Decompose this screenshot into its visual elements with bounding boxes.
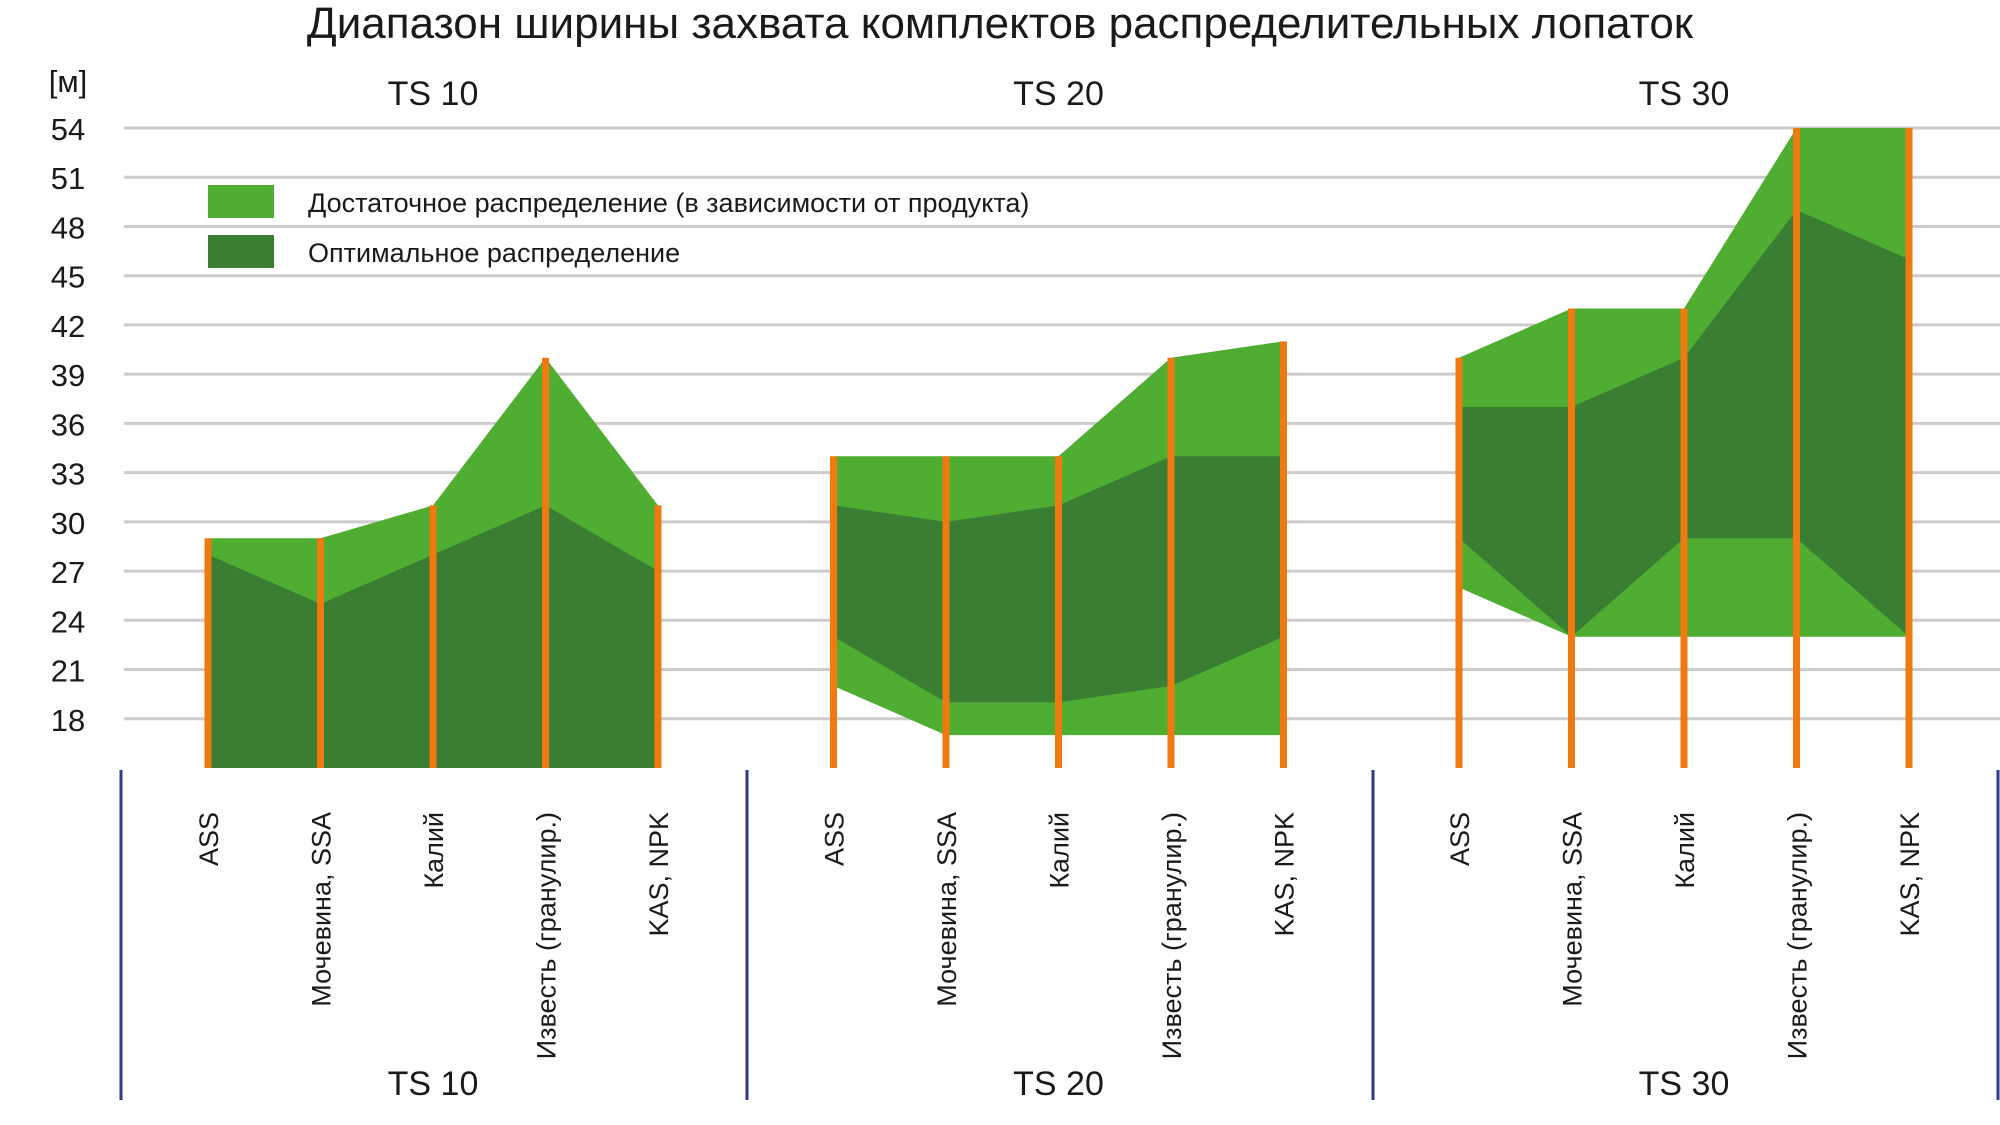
category-labels: ASS Мочевина, SSA Калий Известь (гранулир.)… [119, 75, 2000, 1103]
y-ticks: 18 21 24 27 30 33 36 39 42 45 48 51 54 [51, 112, 85, 738]
category-label-group-2-cat-1: ASS [820, 812, 850, 866]
category-label-group-1-cat-3: Калий [419, 812, 449, 889]
category-label-group-1-cat-1: ASS [194, 812, 224, 866]
y-tick-label-27: 27 [51, 555, 85, 590]
category-label-group-2-cat-4: Известь (гранулир.) [1157, 812, 1187, 1059]
category-label-group-1-cat-4: Известь (гранулир.) [532, 812, 562, 1059]
legend-label-2: Оптимальное распределение [308, 238, 680, 268]
y-tick-label-30: 30 [51, 506, 85, 541]
category-label-group-3-cat-1: ASS [1445, 812, 1475, 866]
category-label-group-3-cat-5: KAS, NPK [1895, 812, 1925, 937]
y-tick-label-45: 45 [51, 260, 85, 295]
y-tick-label-42: 42 [51, 309, 85, 344]
y-tick-label-54: 54 [51, 112, 85, 147]
y-tick-label-51: 51 [51, 161, 85, 196]
legend-swatch-2 [208, 235, 274, 268]
group-title-bottom-3: TS 30 [1639, 1065, 1730, 1103]
legend-label-1: Достаточное распределение (в зависимости… [308, 188, 1029, 218]
legend: Достаточное распределение (в зависимости… [208, 185, 1029, 268]
y-tick-label-36: 36 [51, 407, 85, 442]
category-label-group-3-cat-4: Известь (гранулир.) [1783, 812, 1813, 1059]
category-label-group-1-cat-2: Мочевина, SSA [307, 812, 337, 1007]
y-tick-label-39: 39 [51, 358, 85, 393]
y-tick-label-33: 33 [51, 457, 85, 492]
category-label-group-3-cat-3: Калий [1670, 812, 1700, 889]
chart-title: Диапазон ширины захвата комплектов распр… [307, 0, 1694, 48]
legend-swatch-1 [208, 185, 274, 218]
category-label-group-1-cat-5: KAS, NPK [644, 812, 674, 937]
category-label-group-2-cat-3: Калий [1045, 812, 1075, 889]
group-title-top-3: TS 30 [1639, 75, 1730, 113]
category-label-group-2-cat-2: Мочевина, SSA [932, 812, 962, 1007]
category-label-group-2-cat-5: KAS, NPK [1270, 812, 1300, 937]
group-title-bottom-1: TS 10 [388, 1065, 479, 1103]
group-title-bottom-2: TS 20 [1013, 1065, 1104, 1103]
group-title-top-2: TS 20 [1013, 75, 1104, 113]
y-axis-label: [м] [49, 64, 88, 99]
y-tick-label-18: 18 [51, 703, 85, 738]
group-title-top-1: TS 10 [388, 75, 479, 113]
category-label-group-3-cat-2: Мочевина, SSA [1558, 812, 1588, 1007]
marker-layer [204, 128, 1913, 768]
y-tick-label-24: 24 [51, 604, 85, 639]
y-tick-label-48: 48 [51, 210, 85, 245]
y-tick-label-21: 21 [51, 654, 85, 689]
